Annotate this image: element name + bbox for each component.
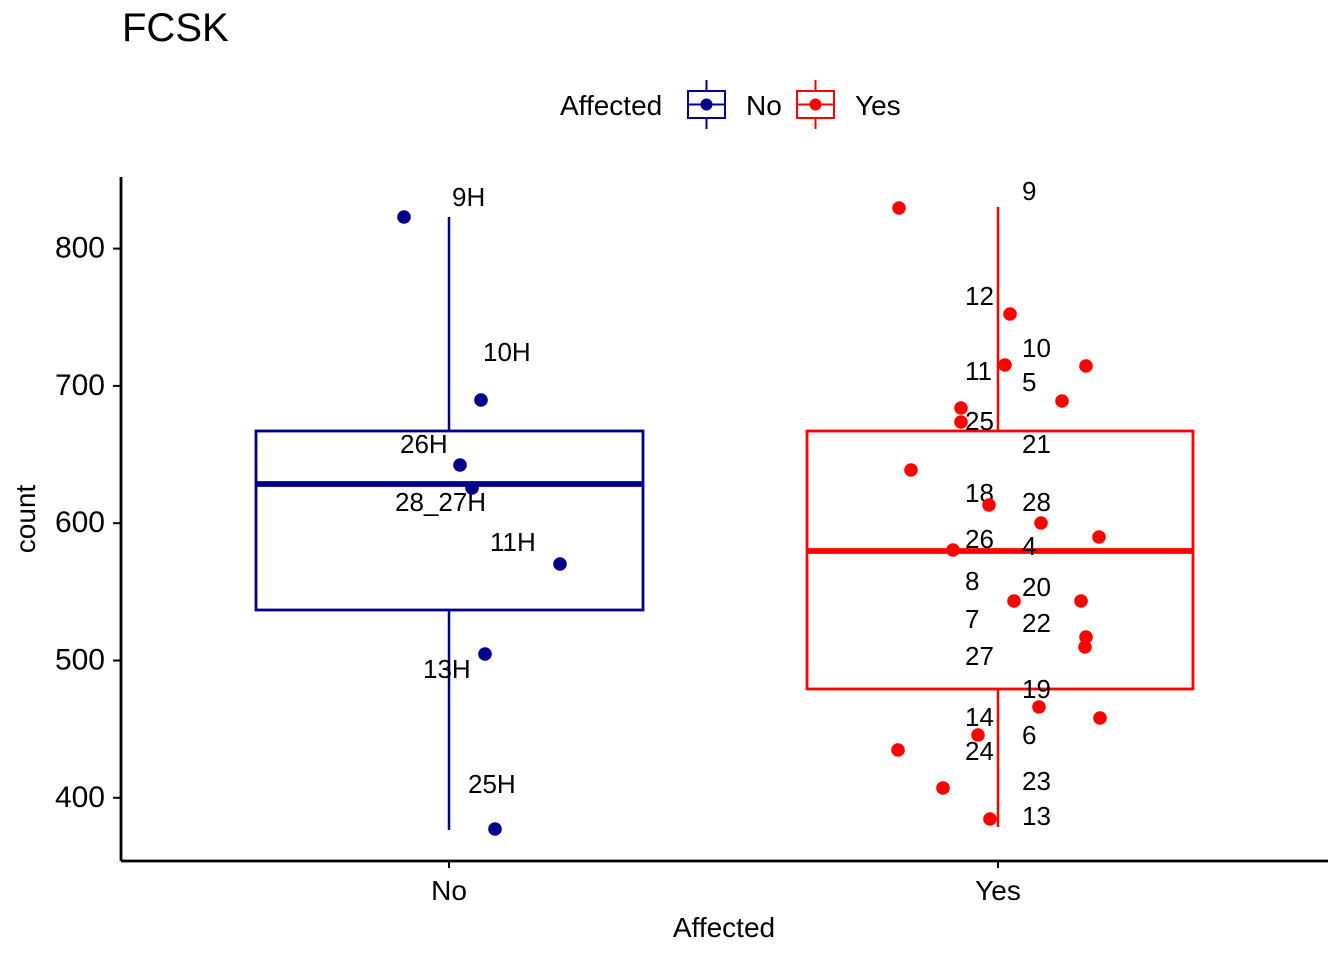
svg-text:500: 500: [55, 644, 105, 677]
svg-text:20: 20: [1022, 572, 1051, 602]
svg-text:21: 21: [1022, 429, 1051, 459]
svg-text:6: 6: [1022, 720, 1036, 750]
svg-text:26H: 26H: [400, 429, 448, 459]
svg-text:9: 9: [1022, 176, 1036, 206]
svg-text:11H: 11H: [490, 527, 536, 557]
svg-text:No: No: [431, 875, 467, 906]
svg-text:10: 10: [1022, 333, 1051, 363]
svg-text:Affected: Affected: [673, 912, 775, 943]
svg-text:4: 4: [1022, 531, 1036, 561]
svg-text:8: 8: [965, 566, 979, 596]
svg-text:No: No: [746, 90, 782, 121]
svg-text:25: 25: [965, 406, 994, 436]
svg-text:400: 400: [55, 781, 105, 814]
svg-text:25H: 25H: [468, 769, 516, 799]
svg-text:26: 26: [965, 524, 994, 554]
svg-text:13H: 13H: [423, 654, 471, 684]
svg-text:800: 800: [55, 232, 105, 265]
svg-text:5: 5: [1022, 367, 1036, 397]
svg-text:28_27H: 28_27H: [395, 487, 486, 517]
svg-text:27: 27: [965, 641, 994, 671]
svg-text:Yes: Yes: [855, 90, 901, 121]
svg-text:28: 28: [1022, 487, 1051, 517]
svg-text:9H: 9H: [452, 182, 485, 212]
svg-text:14: 14: [965, 702, 994, 732]
svg-text:22: 22: [1022, 608, 1051, 638]
svg-text:24: 24: [965, 736, 994, 766]
svg-text:23: 23: [1022, 766, 1051, 796]
svg-text:10H: 10H: [483, 337, 531, 367]
svg-text:13: 13: [1022, 801, 1051, 831]
svg-text:12: 12: [965, 281, 994, 311]
svg-text:11: 11: [965, 356, 992, 386]
svg-text:Affected: Affected: [560, 90, 662, 121]
svg-text:600: 600: [55, 506, 105, 539]
svg-text:7: 7: [965, 604, 979, 634]
svg-text:19: 19: [1022, 674, 1051, 704]
svg-text:Yes: Yes: [975, 875, 1021, 906]
svg-text:count: count: [10, 485, 41, 554]
svg-text:700: 700: [55, 369, 105, 402]
